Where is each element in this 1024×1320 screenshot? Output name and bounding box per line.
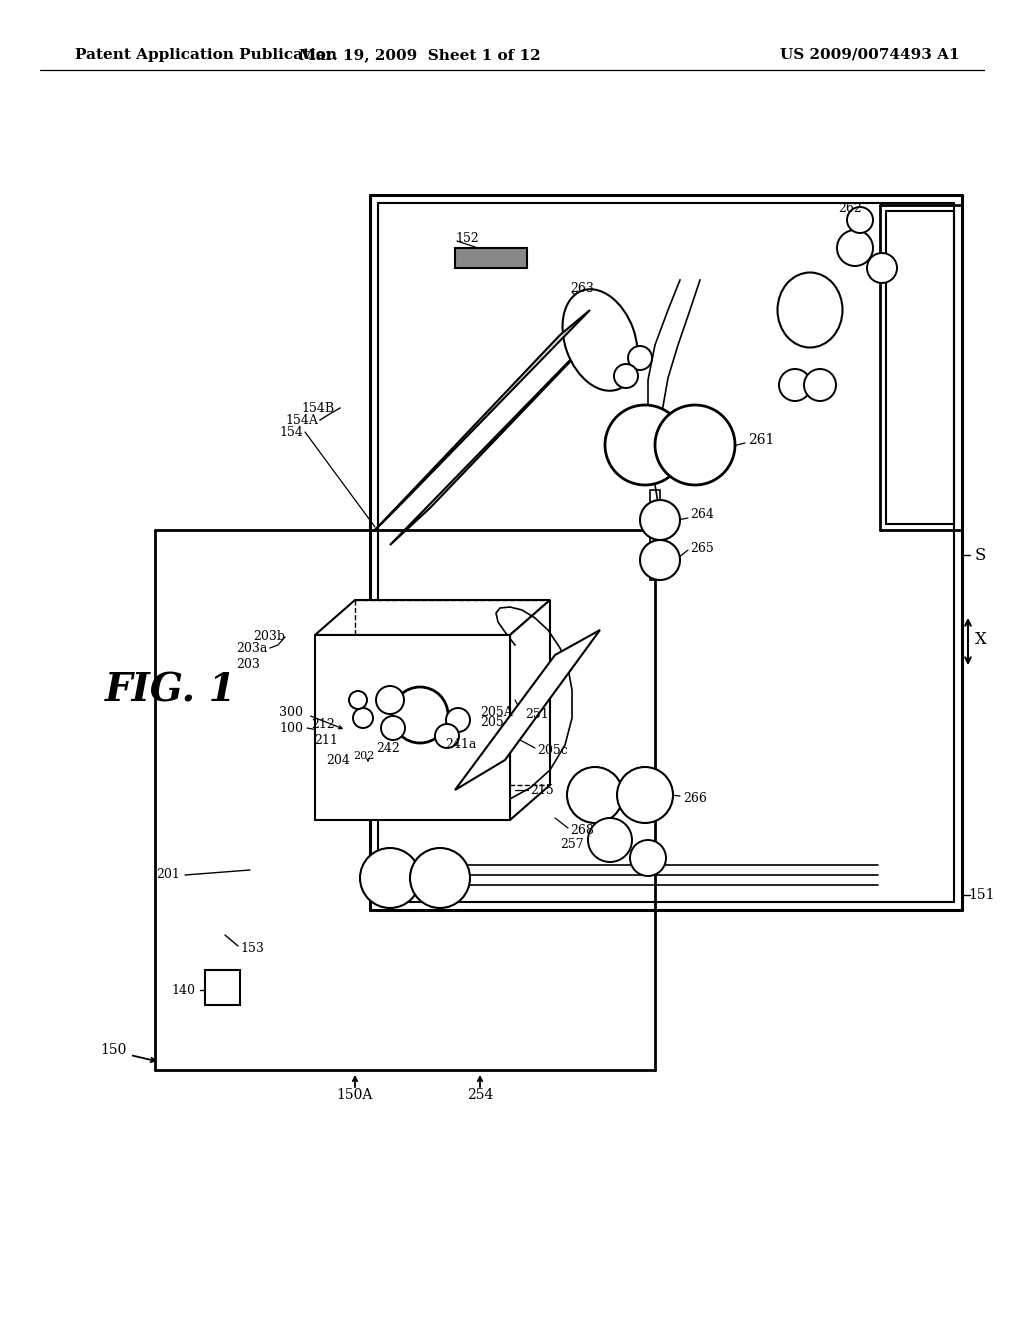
Text: 205A: 205A xyxy=(480,706,513,719)
Circle shape xyxy=(640,540,680,579)
Text: 263: 263 xyxy=(570,281,594,294)
Circle shape xyxy=(376,686,404,714)
Circle shape xyxy=(630,840,666,876)
Ellipse shape xyxy=(562,289,638,391)
Text: S: S xyxy=(975,546,986,564)
Text: 241a: 241a xyxy=(445,738,476,751)
Text: 261: 261 xyxy=(748,433,774,447)
Circle shape xyxy=(392,686,449,743)
Text: 100: 100 xyxy=(279,722,303,734)
Bar xyxy=(455,248,527,268)
Text: 154B: 154B xyxy=(302,401,335,414)
Text: 153: 153 xyxy=(240,941,264,954)
Text: 268: 268 xyxy=(570,824,594,837)
Text: US 2009/0074493 A1: US 2009/0074493 A1 xyxy=(780,48,959,62)
Text: 150: 150 xyxy=(100,1043,126,1057)
Text: 266: 266 xyxy=(683,792,707,804)
Polygon shape xyxy=(315,635,510,820)
Circle shape xyxy=(655,405,735,484)
Bar xyxy=(348,744,380,767)
Text: Mar. 19, 2009  Sheet 1 of 12: Mar. 19, 2009 Sheet 1 of 12 xyxy=(299,48,541,62)
Circle shape xyxy=(605,405,685,484)
Polygon shape xyxy=(455,630,600,789)
Circle shape xyxy=(360,847,420,908)
Text: 151: 151 xyxy=(968,888,994,902)
Circle shape xyxy=(867,253,897,282)
Text: 205c: 205c xyxy=(537,743,567,756)
Text: 251: 251 xyxy=(525,709,549,722)
Text: 154: 154 xyxy=(280,425,303,438)
Bar xyxy=(650,490,660,579)
Circle shape xyxy=(779,370,811,401)
Text: X: X xyxy=(975,631,987,648)
Text: 264: 264 xyxy=(690,508,714,521)
Text: 154A: 154A xyxy=(285,413,318,426)
Circle shape xyxy=(804,370,836,401)
Circle shape xyxy=(614,364,638,388)
Text: 203: 203 xyxy=(237,659,260,672)
Text: 203b: 203b xyxy=(253,631,285,644)
Text: 202: 202 xyxy=(353,751,375,762)
Text: 204: 204 xyxy=(326,754,350,767)
Text: 150A: 150A xyxy=(337,1088,373,1102)
Text: 201: 201 xyxy=(156,869,180,882)
Text: 203a: 203a xyxy=(237,642,268,655)
Text: 140: 140 xyxy=(171,983,195,997)
Text: 262: 262 xyxy=(838,202,862,214)
Circle shape xyxy=(349,690,367,709)
Circle shape xyxy=(353,708,373,729)
Polygon shape xyxy=(315,601,550,635)
Circle shape xyxy=(640,500,680,540)
Circle shape xyxy=(837,230,873,267)
Text: 152: 152 xyxy=(455,231,479,244)
Ellipse shape xyxy=(777,272,843,347)
Circle shape xyxy=(381,715,406,741)
Text: Patent Application Publication: Patent Application Publication xyxy=(75,48,337,62)
Text: 212: 212 xyxy=(311,718,335,730)
Polygon shape xyxy=(510,601,550,820)
Polygon shape xyxy=(390,319,610,545)
Circle shape xyxy=(588,818,632,862)
Text: 254: 254 xyxy=(467,1088,494,1102)
Text: FIG. 1: FIG. 1 xyxy=(105,671,237,709)
Circle shape xyxy=(847,207,873,234)
Text: 211: 211 xyxy=(314,734,338,747)
Circle shape xyxy=(446,708,470,733)
Text: 215: 215 xyxy=(530,784,554,796)
Circle shape xyxy=(435,723,459,748)
Text: 265: 265 xyxy=(690,541,714,554)
Circle shape xyxy=(567,767,623,822)
Circle shape xyxy=(628,346,652,370)
Bar xyxy=(205,970,240,1005)
Text: 205: 205 xyxy=(480,717,504,730)
Polygon shape xyxy=(375,310,590,531)
Circle shape xyxy=(617,767,673,822)
Text: 242: 242 xyxy=(376,742,400,755)
Text: 257: 257 xyxy=(560,838,584,851)
Circle shape xyxy=(410,847,470,908)
Text: 300: 300 xyxy=(279,705,303,718)
